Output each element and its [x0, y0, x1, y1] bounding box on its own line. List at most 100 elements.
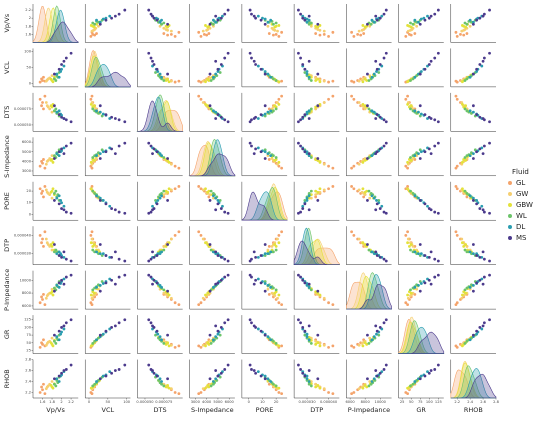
point — [149, 56, 153, 60]
point — [362, 28, 366, 31]
point — [166, 243, 169, 246]
point — [123, 211, 127, 215]
point — [214, 117, 218, 120]
point — [303, 150, 307, 154]
x-tick-label: 1.6 — [40, 400, 46, 404]
point — [481, 250, 485, 254]
x-tick-label: 2.2 — [454, 400, 460, 404]
point — [169, 387, 173, 391]
point — [38, 80, 42, 84]
point — [299, 12, 302, 16]
point — [419, 112, 423, 116]
point — [307, 59, 311, 63]
point — [366, 199, 369, 202]
point — [263, 377, 267, 381]
point — [60, 67, 63, 71]
point — [277, 160, 281, 164]
point — [41, 189, 44, 193]
point — [482, 56, 486, 60]
point — [151, 208, 154, 212]
point — [331, 303, 335, 307]
point — [91, 384, 95, 388]
point — [155, 374, 159, 378]
point — [423, 67, 427, 71]
point — [417, 20, 420, 24]
point — [406, 392, 409, 396]
point — [461, 160, 464, 164]
y-tick-label: 3000 — [22, 169, 32, 173]
point — [113, 208, 117, 212]
point — [207, 32, 211, 35]
point — [101, 199, 105, 202]
point — [318, 103, 322, 106]
point — [160, 380, 163, 383]
point — [219, 371, 223, 375]
point — [368, 196, 372, 200]
point — [162, 339, 166, 343]
point — [363, 77, 367, 81]
point — [463, 156, 467, 159]
point — [331, 94, 335, 98]
y-tick-label: 0 — [29, 82, 32, 86]
point — [367, 107, 371, 111]
point — [309, 382, 313, 386]
point — [173, 233, 177, 237]
point — [216, 202, 220, 206]
point — [263, 333, 267, 337]
point — [57, 148, 61, 152]
point — [305, 70, 309, 73]
x-tick-label: 125 — [435, 400, 442, 404]
point — [436, 211, 440, 215]
point — [482, 257, 486, 261]
point — [212, 380, 215, 383]
point — [482, 12, 486, 16]
point — [43, 230, 47, 234]
point — [461, 103, 464, 106]
point — [307, 152, 311, 156]
point — [201, 296, 205, 300]
point — [209, 342, 213, 345]
point — [42, 382, 45, 386]
point — [454, 344, 458, 348]
point — [368, 380, 372, 383]
point — [482, 210, 486, 214]
point — [322, 387, 326, 391]
point — [62, 282, 66, 286]
point — [117, 321, 121, 325]
point — [173, 346, 177, 349]
y-tick-label: 1.8 — [25, 24, 31, 28]
point — [218, 333, 222, 337]
point — [92, 291, 96, 295]
point — [418, 22, 422, 26]
point — [327, 187, 330, 191]
point — [155, 67, 159, 71]
x-tick-label: 0 — [248, 400, 251, 404]
point — [423, 374, 427, 378]
point — [309, 380, 313, 383]
point — [197, 79, 201, 83]
point — [482, 144, 486, 148]
point — [98, 110, 102, 114]
point — [204, 103, 207, 106]
point — [455, 34, 459, 38]
point — [162, 342, 166, 345]
point — [162, 21, 166, 25]
point — [370, 18, 374, 22]
point — [382, 257, 386, 261]
point — [318, 78, 322, 82]
point — [299, 275, 302, 279]
point — [475, 202, 479, 206]
point — [223, 56, 227, 60]
y-tick-label: 25 — [26, 348, 31, 352]
point — [406, 80, 409, 84]
point — [327, 391, 330, 394]
point — [384, 120, 388, 124]
point — [301, 204, 305, 208]
point — [154, 199, 157, 202]
point — [350, 185, 354, 188]
point — [218, 199, 222, 202]
point — [49, 159, 53, 162]
point — [95, 285, 98, 289]
point — [42, 75, 45, 79]
point — [488, 120, 491, 124]
